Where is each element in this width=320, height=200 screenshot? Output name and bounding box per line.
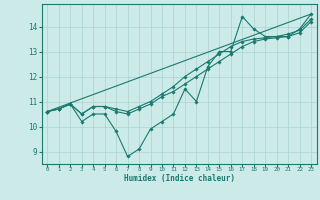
X-axis label: Humidex (Indice chaleur): Humidex (Indice chaleur) [124, 174, 235, 183]
